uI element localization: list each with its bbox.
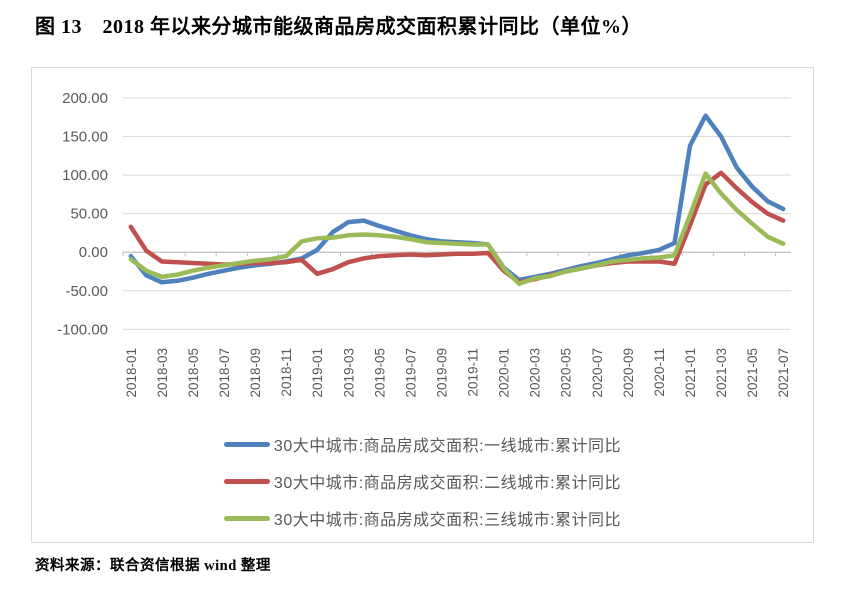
x-axis-label: 2019-03	[341, 348, 356, 398]
x-axis-label: 2020-03	[528, 348, 543, 398]
chart-svg: 200.00 150.00 100.00 50.00 0.00 -50.00 -100.00…	[57, 90, 791, 398]
x-axis-label: 2021-03	[714, 348, 729, 398]
series-line-1	[128, 113, 786, 285]
y-axis-label: 200.00	[62, 90, 108, 107]
x-axis-label: 2021-01	[683, 348, 698, 398]
x-axis-label: 2020-05	[559, 348, 574, 398]
x-axis-label: 2019-01	[310, 348, 325, 398]
y-axis-label: -50.00	[65, 283, 108, 300]
legend-item: 30大中城市:商品房成交面积:三线城市:累计同比	[223, 506, 622, 530]
y-axis-label: -100.00	[57, 321, 108, 338]
x-axis-label: 2019-07	[403, 348, 418, 398]
legend-item: 30大中城市:商品房成交面积:一线城市:累计同比	[223, 432, 622, 456]
x-axis-label: 2018-01	[124, 348, 139, 398]
series-line-3	[128, 171, 786, 287]
legend-line-sample-tier2	[223, 478, 270, 484]
legend-line-sample-tier1	[223, 441, 270, 447]
x-axis-label: 2019-11	[466, 348, 481, 397]
legend-item: 30大中城市:商品房成交面积:二线城市:累计同比	[223, 469, 622, 493]
chart-container: 200.00 150.00 100.00 50.00 0.00 -50.00 -100.00…	[31, 67, 814, 543]
x-axis-label: 2020-11	[652, 348, 667, 397]
legend-label-tier2: 30大中城市:商品房成交面积:二线城市:累计同比	[273, 475, 622, 492]
figure-title: 图 13 2018 年以来分城市能级商品房成交面积累计同比（单位%）	[35, 16, 642, 38]
x-axis-label: 2020-09	[621, 348, 636, 398]
x-axis-label: 2018-03	[155, 348, 170, 398]
source-note: 资料来源：联合资信根据 wind 整理	[35, 558, 271, 574]
y-axis-label: 100.00	[62, 167, 108, 184]
x-axis-label: 2019-05	[372, 348, 387, 398]
x-axis-label: 2020-01	[497, 348, 512, 398]
legend-label-tier3: 30大中城市:商品房成交面积:三线城市:累计同比	[273, 512, 622, 529]
x-axis-label: 2019-09	[434, 348, 449, 398]
y-axis-label: 50.00	[70, 206, 108, 223]
x-axis-label: 2021-05	[745, 348, 760, 398]
legend-label-tier1: 30大中城市:商品房成交面积:一线城市:累计同比	[273, 438, 622, 455]
chart-legend: 30大中城市:商品房成交面积:一线城市:累计同比 30大中城市:商品房成交面积:…	[32, 432, 813, 530]
x-axis-label: 2021-07	[776, 348, 791, 398]
y-axis-label: 150.00	[62, 129, 108, 146]
x-axis-label: 2018-11	[279, 348, 294, 397]
legend-line-sample-tier3	[223, 515, 270, 521]
x-axis-label: 2020-07	[590, 348, 605, 398]
x-axis-label: 2018-09	[248, 348, 263, 398]
x-axis-label: 2018-05	[186, 348, 201, 398]
y-axis-label: 0.00	[79, 244, 108, 261]
x-axis-label: 2018-07	[217, 348, 232, 398]
